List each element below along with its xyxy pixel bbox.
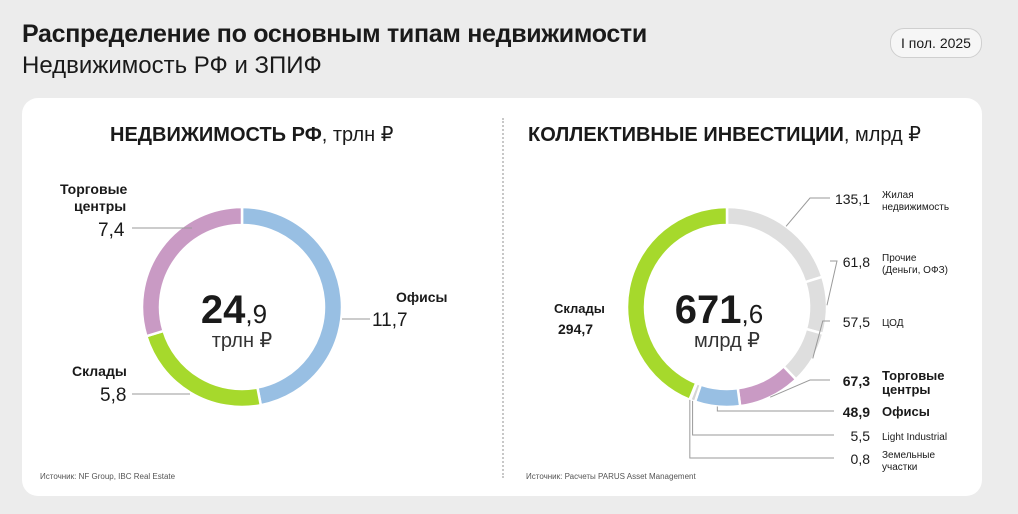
ci-value-1: 61,8 [843,254,870,270]
ci-value-4: 48,9 [843,404,870,420]
ci-label-0-line0: Жилая [882,190,914,201]
ci-label-5-line0: Light Industrial [882,432,947,443]
rf-label-malls-line1: Торговые [60,181,128,197]
ci-label-warehouses: Склады [554,301,605,316]
ci-slice-1 [803,275,829,336]
ci-value-3: 67,3 [843,373,870,389]
ci-total-value: 671,6 [675,288,763,332]
period-badge: I пол. 2025 [890,28,982,58]
ci-slice-3 [736,364,798,408]
ci-value-warehouses: 294,7 [558,321,593,337]
ci-leader-1 [826,260,838,306]
ci-slice-4 [693,383,742,409]
ci-label-6-line0: Земельные [882,450,935,461]
left-chart-title: НЕДВИЖИМОСТЬ РФ, трлн ₽ [110,124,394,146]
ci-leader-0 [785,197,830,227]
ci-leader-6 [689,399,834,459]
rf-label-malls-line2: центры [74,198,126,214]
charts-card: НЕДВИЖИМОСТЬ РФ, трлн ₽ КОЛЛЕКТИВНЫЕ ИНВ… [22,98,982,496]
ci-total-unit: млрд ₽ [694,330,760,352]
ci-label-6-line1: участки [882,462,917,473]
page-subtitle: Недвижимость РФ и ЗПИФ [22,52,322,79]
ci-label-3-line1: центры [882,382,930,397]
rf-label-warehouses: Склады [72,363,127,379]
right-chart-title: КОЛЛЕКТИВНЫЕ ИНВЕСТИЦИИ, млрд ₽ [528,124,921,146]
ci-value-2: 57,5 [843,314,870,330]
ci-value-5: 5,5 [851,428,871,444]
page-title: Распределение по основным типам недвижим… [22,20,647,48]
left-source: Источник: NF Group, IBC Real Estate [40,472,176,481]
rf-value-offices: 11,7 [372,310,408,331]
ci-leader-5 [692,400,834,436]
rf-total-unit: трлн ₽ [212,330,273,352]
rf-slice-2 [140,205,244,338]
ci-slice-7 [625,205,729,402]
rf-total-value: 24,9 [201,288,267,332]
rf-value-warehouses: 5,8 [100,385,126,406]
rf-label-offices: Офисы [396,289,448,305]
ci-leader-3 [770,379,830,398]
ci-label-0-line1: недвижимость [882,202,949,213]
ci-label-3-line0: Торговые [882,368,945,383]
ci-value-6: 0,8 [851,451,871,467]
ci-leader-4 [716,406,834,412]
ci-leader-2 [812,320,830,359]
ci-label-1-line0: Прочие [882,253,917,264]
ci-slice-0 [725,205,824,284]
rf-value-malls: 7,4 [98,220,125,241]
ci-label-1-line1: (Деньги, ОФЗ) [882,265,948,276]
ci-value-0: 135,1 [835,191,870,207]
right-source: Источник: Расчеты PARUS Asset Management [526,472,696,481]
ci-label-2-line0: ЦОД [882,318,904,329]
ci-label-4-line0: Офисы [882,404,930,419]
panel-divider [502,118,504,478]
